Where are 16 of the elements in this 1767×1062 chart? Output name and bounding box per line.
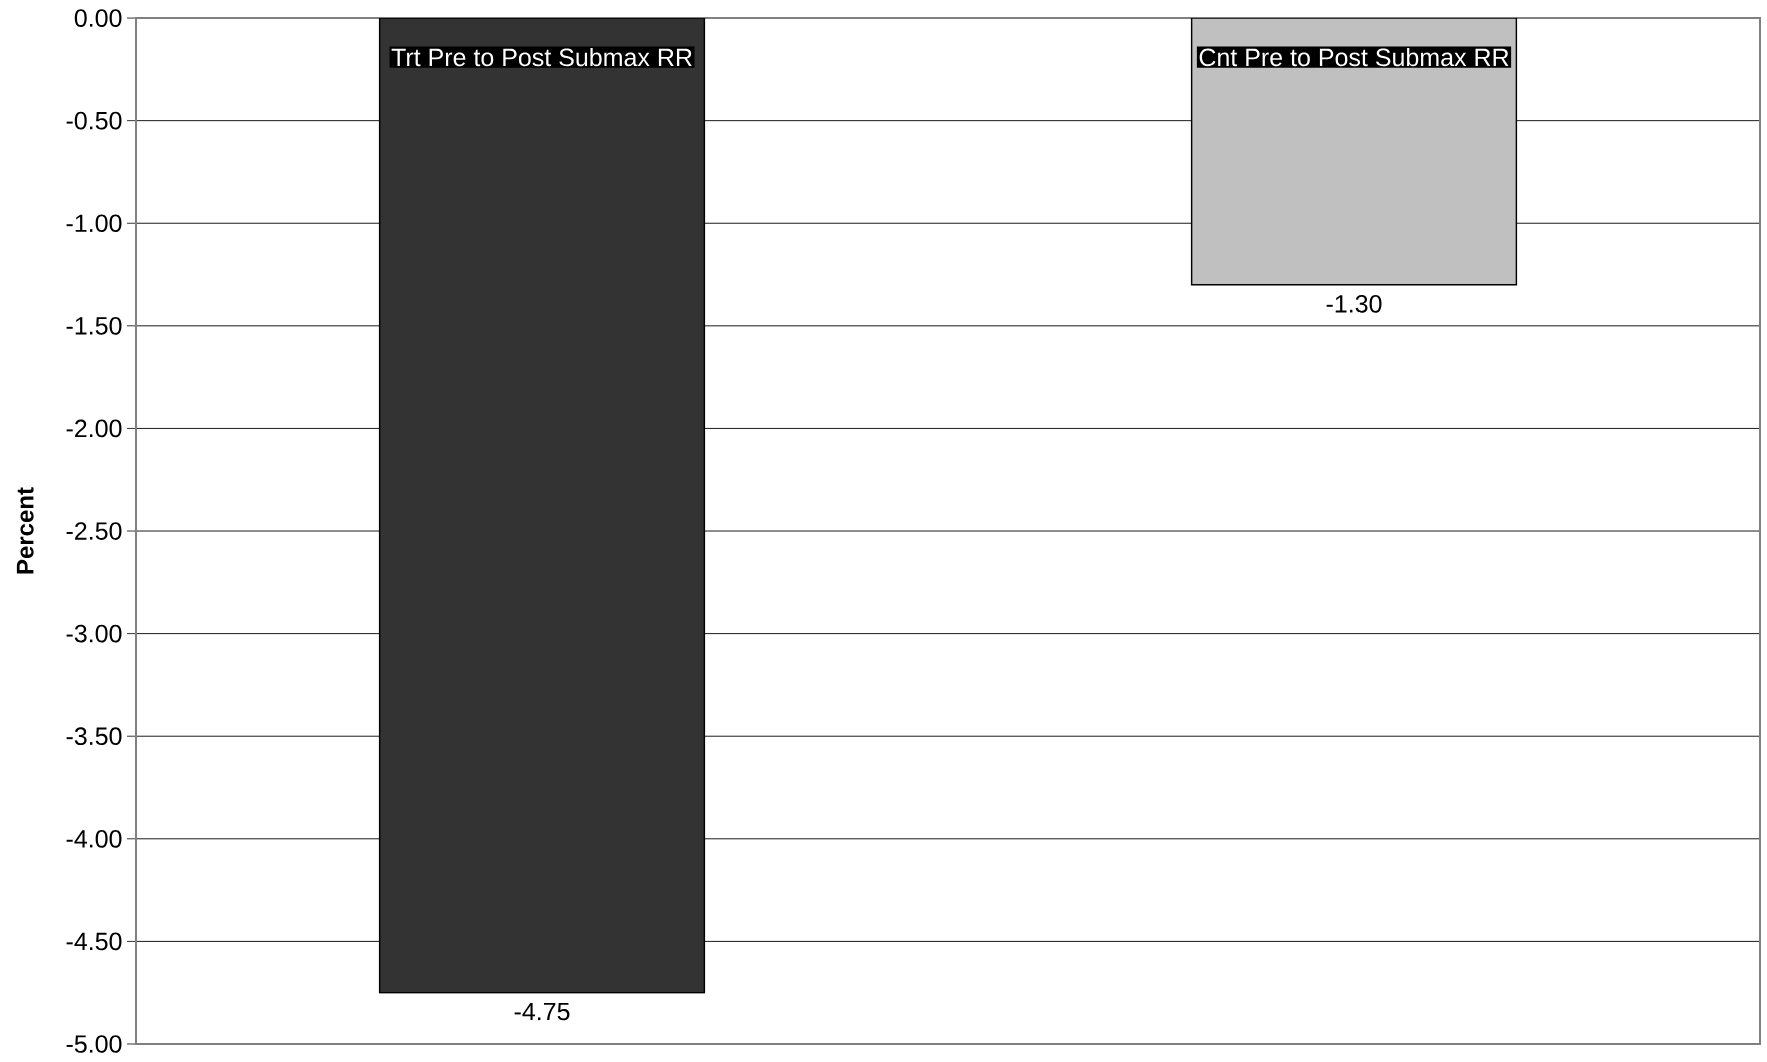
y-tick-label: -3.00	[66, 624, 122, 643]
y-tick-label: -4.50	[66, 932, 122, 951]
x-tick-label: Cnt Pre to Post Submax RR	[1199, 47, 1509, 67]
x-tick-label: Trt Pre to Post Submax RR	[391, 47, 692, 67]
y-tick-label: -0.50	[66, 111, 122, 130]
y-tick-label: -2.00	[66, 419, 122, 438]
data-label: -1.30	[1326, 295, 1382, 313]
y-tick-label: 0.00	[74, 9, 122, 27]
data-label: -4.75	[514, 1002, 570, 1021]
y-tick-label: -3.50	[66, 727, 122, 746]
y-tick-label: -4.00	[66, 829, 122, 848]
y-tick-label: -1.50	[66, 316, 122, 335]
y-tick-label: -1.00	[66, 214, 122, 233]
y-tick-label: -2.50	[66, 522, 122, 540]
y-axis-title: Percent	[16, 487, 34, 574]
y-tick-label: -5.00	[66, 1035, 122, 1053]
